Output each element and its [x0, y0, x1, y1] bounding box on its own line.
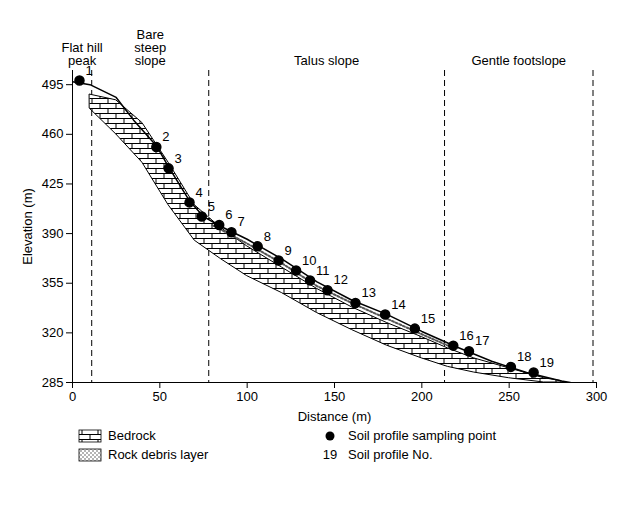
svg-text:19: 19	[540, 355, 554, 370]
svg-text:320: 320	[42, 325, 64, 340]
svg-text:425: 425	[42, 176, 64, 191]
svg-text:0: 0	[69, 389, 76, 404]
svg-text:Flat hillpeak: Flat hillpeak	[62, 40, 103, 68]
svg-text:11: 11	[316, 263, 330, 278]
svg-text:3: 3	[175, 151, 182, 166]
html-text:Rock debris layer: Rock debris layer	[108, 447, 209, 462]
svg-text:495: 495	[42, 77, 64, 92]
svg-text:16: 16	[459, 328, 473, 343]
svg-text:Distance (m): Distance (m)	[298, 409, 372, 424]
svg-text:18: 18	[517, 349, 531, 364]
html-text:Soil profile No.: Soil profile No.	[348, 447, 433, 462]
svg-text:7: 7	[237, 214, 244, 229]
svg-text:15: 15	[421, 311, 435, 326]
svg-text:285: 285	[42, 375, 64, 390]
svg-text:200: 200	[411, 389, 433, 404]
svg-text:Baresteepslope: Baresteepslope	[134, 27, 166, 68]
svg-text:355: 355	[42, 275, 64, 290]
svg-text:1: 1	[85, 63, 92, 78]
svg-text:100: 100	[236, 389, 258, 404]
svg-text:4: 4	[196, 185, 203, 200]
svg-text:6: 6	[225, 207, 232, 222]
svg-text:150: 150	[324, 389, 346, 404]
svg-text:14: 14	[391, 297, 405, 312]
svg-text:13: 13	[361, 285, 375, 300]
html-text:Bedrock: Bedrock	[108, 428, 156, 443]
html-text:19: 19	[322, 447, 338, 462]
svg-text:Elevation (m): Elevation (m)	[20, 188, 35, 265]
html-text:Soil profile sampling point: Soil profile sampling point	[348, 428, 497, 443]
svg-text:250: 250	[498, 389, 520, 404]
svg-text:8: 8	[264, 229, 271, 244]
svg-text:2: 2	[162, 129, 169, 144]
svg-text:390: 390	[42, 226, 64, 241]
svg-text:12: 12	[334, 272, 348, 287]
svg-text:5: 5	[208, 199, 215, 214]
svg-text:460: 460	[42, 126, 64, 141]
svg-text:17: 17	[475, 333, 489, 348]
svg-text:50: 50	[153, 389, 167, 404]
svg-text:300: 300	[586, 389, 608, 404]
svg-text:Talus slope: Talus slope	[294, 53, 359, 68]
svg-text:10: 10	[302, 253, 316, 268]
svg-text:9: 9	[285, 243, 292, 258]
svg-text:Gentle footslope: Gentle footslope	[471, 53, 566, 68]
